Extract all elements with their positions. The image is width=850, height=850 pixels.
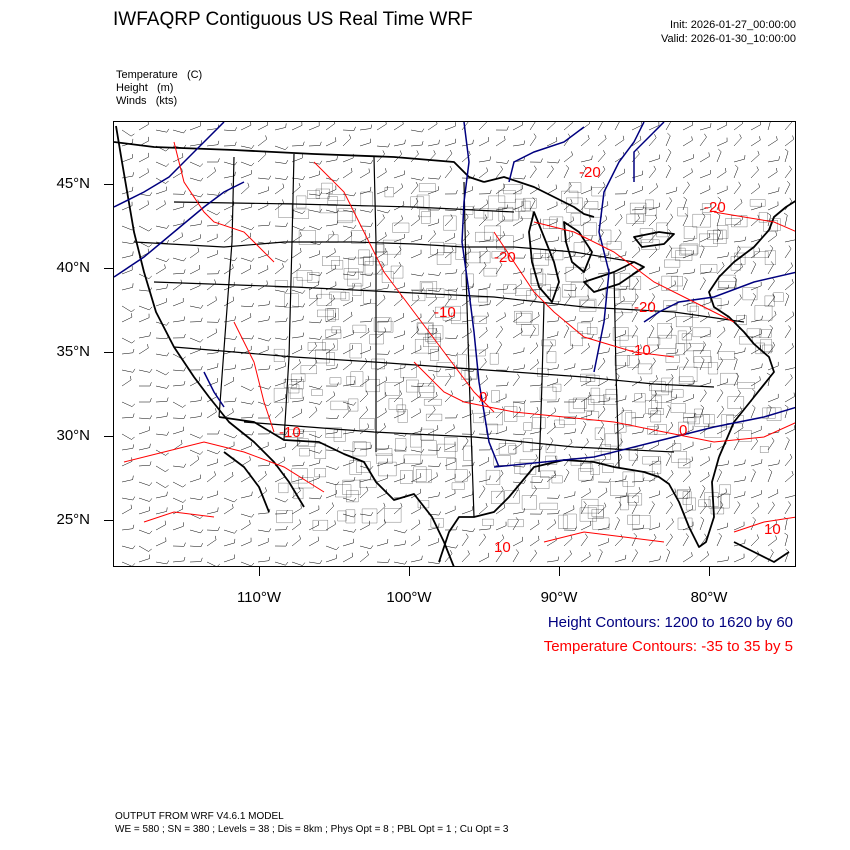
- variable-name: Height: [116, 82, 148, 94]
- height-contours: [114, 122, 795, 468]
- temperature-contour-label: -20: [579, 164, 601, 181]
- lon-tick: [559, 567, 560, 576]
- lon-label-90: 90°W: [540, 589, 578, 606]
- coastline-borders: [114, 125, 795, 566]
- lat-label-40: 40°N: [56, 259, 90, 276]
- lon-label-80: 80°W: [690, 589, 728, 606]
- init-time: Init: 2026-01-27_00:00:00: [670, 19, 796, 31]
- map-canvas: -20 -20 -20 -10 -10 0 0 10 10 -10 -20: [114, 122, 795, 566]
- variable-winds: Winds (kts): [116, 95, 177, 107]
- temperature-contour-label: -10: [279, 424, 301, 441]
- wind-barb-field: [121, 122, 795, 566]
- temperature-contour-label: 0: [479, 389, 487, 406]
- lat-tick: [104, 352, 113, 353]
- lat-label-25: 25°N: [56, 511, 90, 528]
- variable-unit: (m): [156, 82, 174, 94]
- model-config: WE = 580 ; SN = 380 ; Levels = 38 ; Dis …: [115, 824, 509, 835]
- lon-tick: [709, 567, 710, 576]
- valid-time: Valid: 2026-01-30_10:00:00: [661, 33, 796, 45]
- temperature-contour-label: 0: [679, 422, 687, 439]
- temperature-contour-label: -10: [629, 342, 651, 359]
- lon-tick: [409, 567, 410, 576]
- variable-unit: (kts): [155, 95, 178, 107]
- lat-tick: [104, 436, 113, 437]
- wind-barbs: [121, 122, 795, 566]
- lat-tick: [104, 268, 113, 269]
- lat-label-30: 30°N: [56, 427, 90, 444]
- height-contour-legend: Height Contours: 1200 to 1620 by 60: [547, 614, 793, 631]
- temperature-contour-label: -20: [704, 199, 726, 216]
- state-borders: [133, 153, 745, 518]
- temperature-contour-label: 10: [764, 521, 781, 538]
- temperature-contour-label: -10: [434, 304, 456, 321]
- weather-map: -20 -20 -20 -10 -10 0 0 10 10 -10 -20: [113, 121, 796, 567]
- temperature-contour-labels: -20 -20 -20 -10 -10 0 0 10 10 -10 -20: [279, 164, 781, 556]
- model-info: OUTPUT FROM WRF V4.6.1 MODEL: [115, 811, 284, 822]
- lat-tick: [104, 520, 113, 521]
- lat-label-45: 45°N: [56, 175, 90, 192]
- variable-height: Height (m): [116, 82, 173, 94]
- temperature-contours: [123, 141, 795, 543]
- variable-temperature: Temperature (C): [116, 69, 202, 81]
- temperature-contour-label: -20: [634, 299, 656, 316]
- variable-name: Winds: [116, 95, 147, 107]
- lat-label-35: 35°N: [56, 343, 90, 360]
- lon-label-110: 110°W: [236, 589, 282, 606]
- variable-name: Temperature: [116, 69, 178, 81]
- chart-title: IWFAQRP Contiguous US Real Time WRF: [113, 9, 473, 30]
- lon-label-100: 100°W: [386, 589, 432, 606]
- temperature-contour-label: 10: [494, 539, 511, 556]
- lat-tick: [104, 184, 113, 185]
- variable-unit: (C): [186, 69, 203, 81]
- temperature-contour-label: -20: [494, 249, 516, 266]
- temperature-contour-legend: Temperature Contours: -35 to 35 by 5: [543, 638, 793, 655]
- lon-tick: [259, 567, 260, 576]
